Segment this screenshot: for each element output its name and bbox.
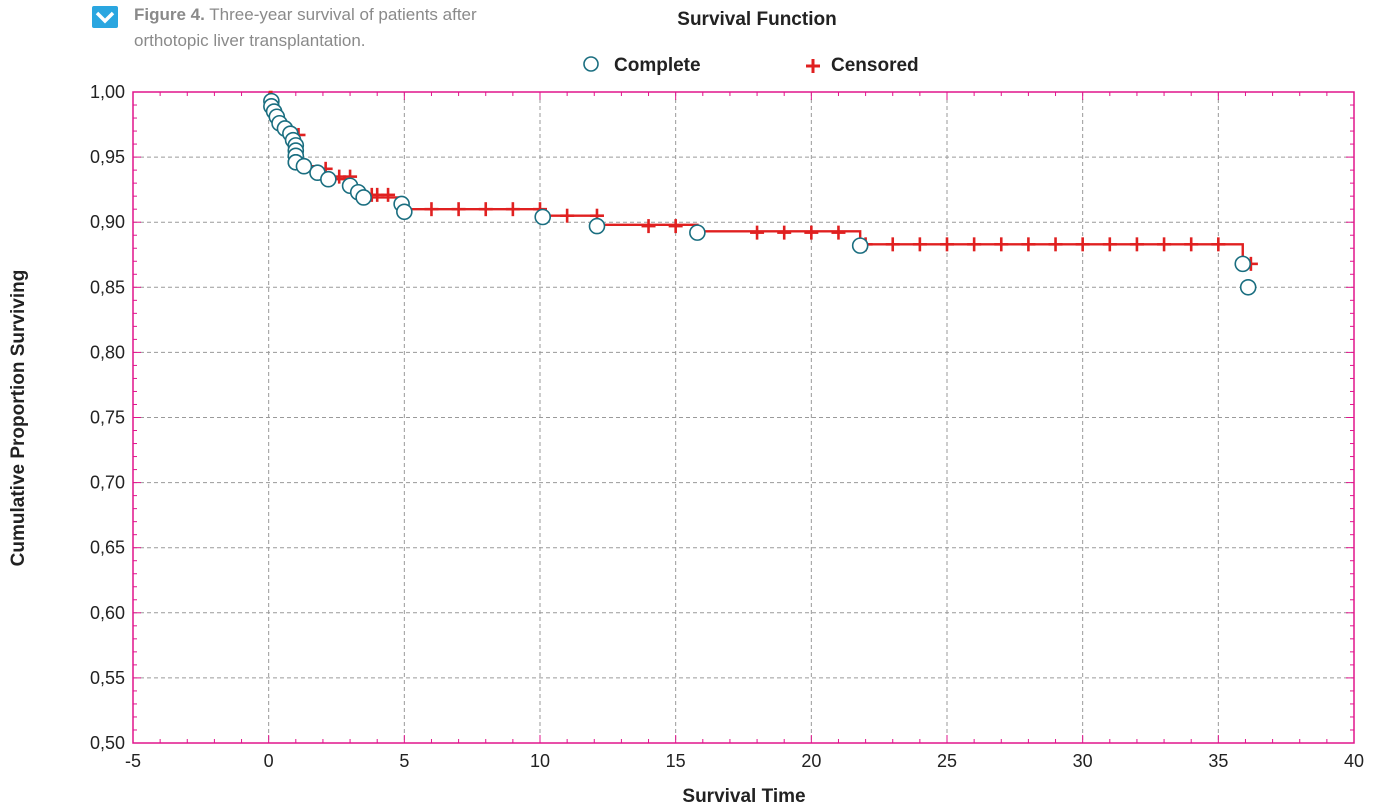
y-tick-label: 0,80 [90, 342, 125, 362]
censored-marker [1211, 237, 1226, 252]
x-tick-label: 40 [1344, 751, 1364, 771]
censored-marker [560, 208, 575, 223]
complete-marker [534, 208, 552, 226]
figure-label: Figure 4. [134, 5, 205, 24]
chart-title: Survival Function [677, 9, 836, 30]
x-axis-title: Survival Time [682, 786, 805, 807]
censored-marker [885, 237, 900, 252]
censored-marker [1048, 237, 1063, 252]
complete-marker [295, 157, 313, 175]
complete-marker [689, 224, 706, 241]
y-tick-label: 0,90 [90, 212, 125, 232]
censored-marker [1184, 237, 1199, 252]
censored-marker [777, 225, 792, 240]
censored-marker [831, 225, 846, 240]
x-tick-label: -5 [125, 751, 141, 771]
y-tick-label: 0,60 [90, 603, 125, 623]
x-tick-label: 15 [666, 751, 686, 771]
censored-marker [424, 202, 439, 217]
y-tick-label: 1,00 [90, 82, 125, 102]
complete-marker [1239, 278, 1257, 296]
legend-complete-label: Complete [614, 55, 701, 76]
grid-layer [133, 92, 1354, 743]
complete-marker [1234, 255, 1252, 273]
censored-marker [1021, 237, 1036, 252]
x-tick-label: 30 [1073, 751, 1093, 771]
figure-caption: Figure 4. Three-year survival of patient… [134, 2, 554, 54]
censored-marker [451, 202, 466, 217]
y-tick-label: 0,95 [90, 147, 125, 167]
censored-marker [994, 237, 1009, 252]
censored-marker [1075, 237, 1090, 252]
x-tick-label: 20 [801, 751, 821, 771]
censored-marker [1129, 237, 1144, 252]
y-tick-label: 0,75 [90, 408, 125, 428]
tick-labels: -5 0 5 10 15 20 25 30 35 40 0,50 0,55 0,60 0,65 0,70 0,… [90, 82, 1364, 771]
complete-marker [396, 203, 413, 221]
x-tick-label: 25 [937, 751, 957, 771]
censored-marker [1157, 237, 1172, 252]
censored-marker [381, 187, 396, 202]
x-tick-label: 5 [399, 751, 409, 771]
y-tick-label: 0,50 [90, 733, 125, 753]
y-tick-label: 0,70 [90, 473, 125, 493]
y-axis-title: Cumulative Proportion Surviving [8, 270, 29, 567]
censored-marker [478, 202, 493, 217]
legend-censored-label: Censored [831, 55, 919, 76]
censored-marker [641, 219, 656, 234]
x-tick-label: 0 [264, 751, 274, 771]
censored-marker [1102, 237, 1117, 252]
legend-complete-marker-icon [583, 56, 599, 72]
markers-layer [263, 92, 1258, 296]
complete-marker [851, 237, 869, 254]
y-tick-label: 0,55 [90, 668, 125, 688]
figure-badge-icon [92, 6, 118, 28]
complete-marker [588, 217, 606, 235]
censored-marker [940, 237, 954, 252]
complete-marker [355, 189, 372, 206]
censored-marker [505, 202, 520, 217]
y-tick-label: 0,65 [90, 538, 125, 558]
complete-marker [320, 170, 337, 188]
censored-marker [912, 237, 927, 252]
survival-step-line [268, 90, 1251, 266]
y-tick-label: 0,85 [90, 277, 125, 297]
censored-marker [750, 225, 765, 240]
censored-marker [804, 225, 819, 240]
x-tick-label: 35 [1208, 751, 1228, 771]
legend-censored-marker-icon [806, 59, 820, 73]
figure-caption-text: Three-year survival of patients after or… [134, 5, 477, 50]
legend: Complete Censored [583, 55, 919, 76]
censored-marker [668, 219, 683, 234]
x-tick-label: 10 [530, 751, 550, 771]
censored-marker [967, 237, 982, 252]
